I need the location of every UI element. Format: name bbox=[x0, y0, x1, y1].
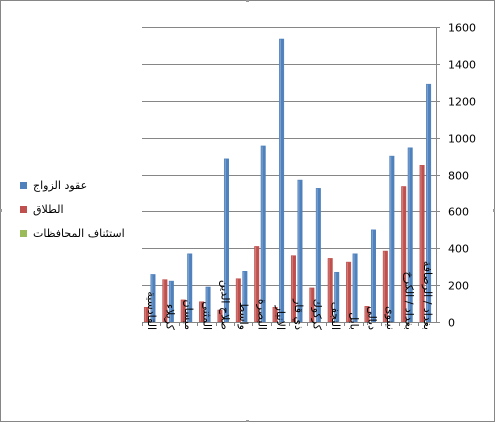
bar-highlight bbox=[383, 251, 385, 322]
bar-highlight bbox=[218, 310, 220, 322]
bar-highlight bbox=[334, 272, 337, 322]
y-tick-label: 200 bbox=[448, 280, 469, 293]
bar-highlight bbox=[390, 156, 392, 322]
y-tick-label: 400 bbox=[448, 243, 469, 256]
legend-label: استئناف المحافظات bbox=[33, 227, 125, 240]
bar-highlight bbox=[273, 307, 275, 322]
bar-highlight bbox=[144, 307, 146, 322]
bar-highlight bbox=[420, 165, 422, 322]
x-tick-label: المثنى bbox=[200, 301, 213, 330]
bar-highlight bbox=[401, 186, 404, 322]
x-tick-label: ذي قار bbox=[292, 298, 305, 330]
bar-highlight bbox=[426, 84, 429, 322]
bar-highlight bbox=[187, 254, 190, 322]
bar-highlight bbox=[169, 281, 171, 322]
x-tick-labels: القادسية كربلاء ميسان المثنى صلاح الدين واسط ا… bbox=[145, 261, 434, 331]
x-tick-label: كركوك bbox=[311, 299, 324, 331]
y-tick-labels: 0 200 400 600 800 1000 1200 1400 1600 bbox=[448, 22, 476, 330]
bar-highlight bbox=[346, 262, 349, 322]
y-tick-label: 800 bbox=[448, 170, 469, 183]
x-tick-label: بغداد / الرصافة bbox=[421, 261, 434, 330]
bar-highlight bbox=[163, 280, 165, 322]
y-tick-label: 1400 bbox=[448, 59, 476, 72]
bar-highlight bbox=[310, 288, 312, 322]
bar-highlight bbox=[224, 159, 226, 322]
x-tick-label: صلاح الدين bbox=[219, 280, 232, 330]
bars bbox=[143, 38, 432, 323]
x-tick-label: الانبار bbox=[274, 305, 287, 330]
x-tick-label: النجف bbox=[329, 302, 342, 330]
x-tick-label: ميسان bbox=[182, 300, 195, 331]
x-tick-label: نينوى bbox=[384, 306, 397, 330]
x-tick-label: ديالى bbox=[366, 306, 379, 330]
bar-highlight bbox=[236, 279, 238, 322]
y-tick-label: 1200 bbox=[448, 96, 476, 109]
bar-highlight bbox=[298, 180, 300, 322]
legend-swatch bbox=[20, 182, 27, 189]
bar-highlight bbox=[353, 254, 355, 322]
bar-highlight bbox=[408, 148, 410, 322]
bar-highlight bbox=[365, 306, 367, 322]
x-tick-label: البصرة bbox=[255, 299, 268, 330]
bar-highlight bbox=[243, 271, 245, 322]
gridlines bbox=[142, 27, 436, 286]
axes bbox=[142, 27, 440, 326]
bar-highlight bbox=[328, 258, 330, 322]
bar-highlight bbox=[199, 302, 202, 322]
bar-highlight bbox=[371, 230, 373, 322]
bar-highlight bbox=[316, 188, 318, 322]
legend-label: عقود الزواج bbox=[33, 179, 87, 192]
x-tick-label: واسط bbox=[237, 302, 250, 330]
bar-highlight bbox=[206, 287, 208, 322]
bar-highlight bbox=[254, 246, 257, 322]
legend: عقود الزواج الطلاق استئناف المحافظات bbox=[20, 179, 125, 240]
bar-highlight bbox=[151, 274, 153, 322]
y-tick-label: 600 bbox=[448, 206, 469, 219]
x-tick-label: بغداد / الكرخ bbox=[402, 272, 415, 330]
bar-highlight bbox=[291, 256, 293, 322]
y-tick-label: 1000 bbox=[448, 133, 476, 146]
legend-swatch bbox=[20, 206, 27, 213]
bar-highlight bbox=[279, 39, 282, 322]
y-tick-label: 1600 bbox=[448, 22, 476, 35]
bar-highlight bbox=[181, 300, 183, 322]
x-tick-label: بابل bbox=[347, 312, 360, 330]
x-tick-label: القادسية bbox=[145, 291, 158, 330]
x-tick-label: كربلاء bbox=[164, 304, 177, 331]
legend-label: الطلاق bbox=[33, 203, 64, 216]
legend-swatch bbox=[20, 230, 27, 237]
y-tick-label: 0 bbox=[448, 317, 455, 330]
bar-highlight bbox=[261, 146, 263, 322]
